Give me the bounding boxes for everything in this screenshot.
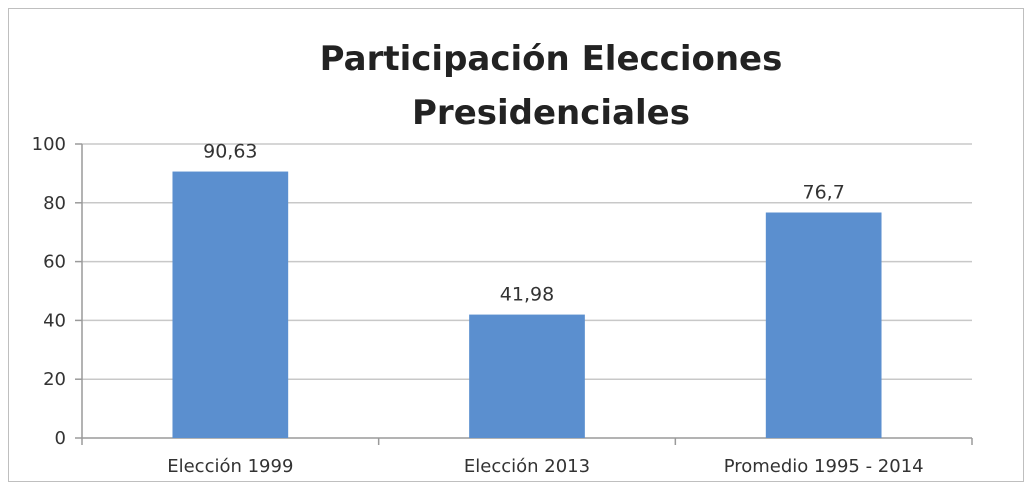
chart-title-line-2: Presidenciales xyxy=(412,93,690,133)
bar xyxy=(469,314,585,438)
data-label: 90,63 xyxy=(203,141,257,163)
chart-title-line-1: Participación Elecciones xyxy=(320,39,783,79)
y-tick-label: 20 xyxy=(43,369,66,390)
y-tick-label: 100 xyxy=(32,134,66,155)
x-category-label: Elección 1999 xyxy=(167,456,293,477)
data-label: 41,98 xyxy=(500,284,554,306)
x-category-label: Elección 2013 xyxy=(464,456,590,477)
y-tick-label: 40 xyxy=(43,310,66,331)
data-label: 76,7 xyxy=(803,182,845,204)
y-tick-label: 80 xyxy=(43,193,66,214)
bar xyxy=(765,212,882,438)
x-category-label: Promedio 1995 - 2014 xyxy=(724,456,924,477)
y-tick-label: 0 xyxy=(55,428,66,449)
y-tick-label: 60 xyxy=(43,252,66,273)
bar xyxy=(172,171,289,439)
